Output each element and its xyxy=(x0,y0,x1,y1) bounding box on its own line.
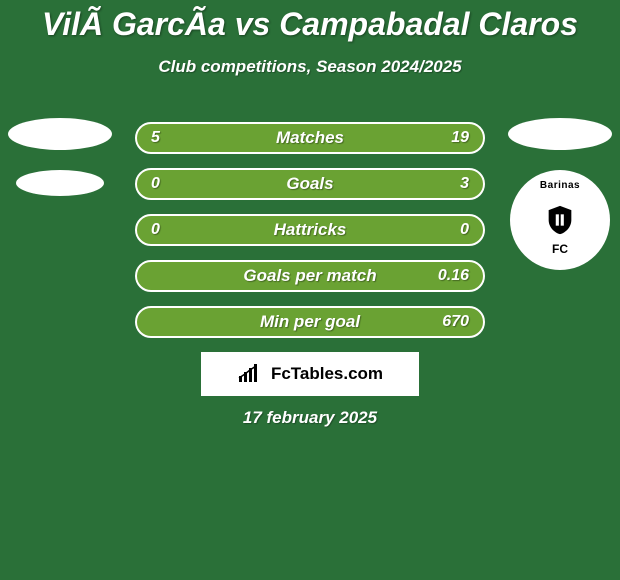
stat-label: Goals per match xyxy=(137,266,483,286)
stat-left-value: 0 xyxy=(151,221,160,239)
stats-bars: 5 Matches 19 0 Goals 3 0 Hattricks 0 Goa… xyxy=(135,122,485,338)
stat-bar-goals-per-match: Goals per match 0.16 xyxy=(135,260,485,292)
stat-bar-hattricks: 0 Hattricks 0 xyxy=(135,214,485,246)
stat-bar-goals: 0 Goals 3 xyxy=(135,168,485,200)
stat-right-value: 0 xyxy=(460,221,469,239)
stat-bar-min-per-goal: Min per goal 670 xyxy=(135,306,485,338)
brand-text: FcTables.com xyxy=(271,364,383,384)
left-player-column xyxy=(0,118,120,196)
bar-chart-icon xyxy=(237,364,265,384)
stat-bar-matches: 5 Matches 19 xyxy=(135,122,485,154)
left-club-placeholder xyxy=(16,170,104,196)
club-bottom-label: FC xyxy=(552,242,568,256)
right-avatar-placeholder xyxy=(508,118,612,150)
page-title: VilÃ GarcÃ­a vs Campabadal Claros xyxy=(0,0,620,43)
stat-left-value: 0 xyxy=(151,175,160,193)
right-club-logo: Barinas FC xyxy=(510,170,610,270)
stat-left-value: 5 xyxy=(151,129,160,147)
date-label: 17 february 2025 xyxy=(0,408,620,428)
subtitle: Club competitions, Season 2024/2025 xyxy=(0,57,620,77)
right-player-column: Barinas FC xyxy=(500,118,620,270)
stat-label: Matches xyxy=(137,128,483,148)
stat-label: Min per goal xyxy=(137,312,483,332)
stat-right-value: 0.16 xyxy=(438,267,469,285)
brand-badge: FcTables.com xyxy=(201,352,419,396)
left-avatar-placeholder xyxy=(8,118,112,150)
stat-label: Hattricks xyxy=(137,220,483,240)
shield-icon xyxy=(543,203,577,237)
stat-right-value: 3 xyxy=(460,175,469,193)
comparison-infographic: VilÃ GarcÃ­a vs Campabadal Claros Club c… xyxy=(0,0,620,580)
club-top-label: Barinas xyxy=(540,180,580,191)
stat-label: Goals xyxy=(137,174,483,194)
stat-right-value: 19 xyxy=(451,129,469,147)
stat-right-value: 670 xyxy=(442,313,469,331)
